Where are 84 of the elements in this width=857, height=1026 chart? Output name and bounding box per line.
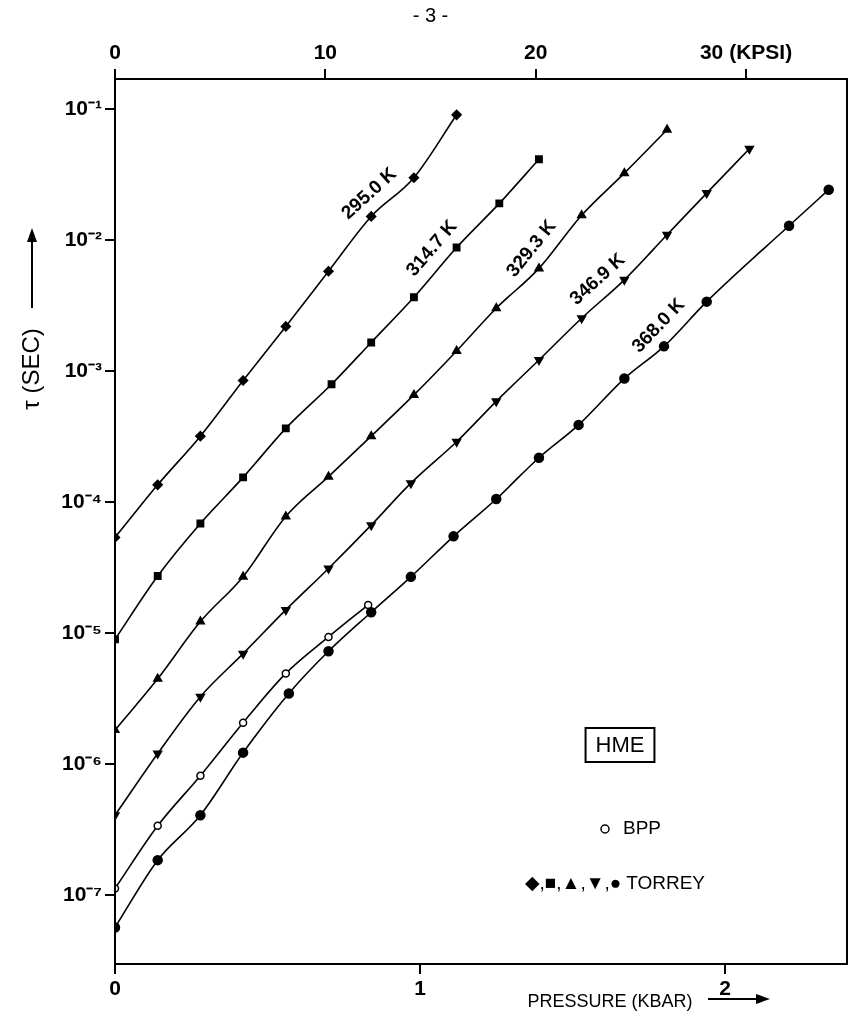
- point: [823, 184, 834, 195]
- point: [577, 210, 587, 219]
- point: [533, 452, 545, 463]
- point: [195, 809, 206, 821]
- point: [239, 473, 248, 482]
- y-tick-label: 10⁻⁴: [61, 489, 102, 513]
- point: [238, 571, 248, 580]
- point: [702, 190, 712, 199]
- point: [281, 424, 290, 433]
- point: [577, 315, 587, 324]
- x2-tick-label: 10: [313, 40, 338, 64]
- x2-tick-label: 30 (KPSI): [699, 40, 793, 64]
- x-tick-label: 2: [719, 976, 731, 1000]
- point: [280, 321, 292, 332]
- point: [152, 479, 163, 491]
- y-tick-label: 10⁻⁵: [61, 620, 102, 644]
- point: [323, 565, 334, 574]
- point: [406, 480, 416, 489]
- point: [152, 854, 163, 866]
- point: [451, 109, 462, 121]
- point: [662, 124, 672, 133]
- y-tick-label: 10⁻⁷: [62, 882, 102, 906]
- point: [534, 356, 544, 366]
- point: [448, 531, 459, 542]
- point: [195, 430, 206, 442]
- point: [153, 750, 163, 759]
- point: [238, 650, 248, 659]
- x2-tick-label: 20: [524, 40, 548, 64]
- y-tick-label: 10⁻¹: [64, 96, 102, 119]
- point: [153, 673, 163, 682]
- point: [237, 375, 249, 386]
- point: [662, 231, 672, 241]
- point: [491, 493, 502, 505]
- x-tick-label: 0: [109, 976, 121, 1000]
- point: [153, 821, 162, 831]
- point: [619, 167, 629, 177]
- point: [452, 243, 461, 252]
- point: [535, 155, 543, 164]
- point: [451, 345, 462, 354]
- point: [324, 632, 333, 642]
- point: [619, 276, 629, 286]
- point: [701, 296, 712, 307]
- x-tick-label: 1: [414, 976, 427, 1000]
- y-tick-label: 10⁻³: [64, 358, 102, 382]
- point: [573, 419, 584, 431]
- annotation: HME: [595, 732, 645, 758]
- point: [196, 519, 205, 528]
- point: [283, 688, 295, 699]
- point: [323, 646, 334, 657]
- text: - 3 -: [412, 3, 449, 26]
- point: [323, 266, 334, 277]
- point: [327, 380, 336, 389]
- point: [783, 220, 795, 231]
- y-axis-title: τ (SEC): [16, 328, 44, 410]
- point: [281, 606, 291, 616]
- point: [237, 747, 249, 758]
- point: [744, 145, 755, 155]
- point: [619, 373, 630, 384]
- x-axis-title: PRESSURE (KBAR): [527, 990, 693, 1011]
- point: [323, 471, 334, 480]
- point: [195, 693, 206, 702]
- point: [405, 571, 417, 583]
- point: [491, 302, 501, 312]
- point: [153, 572, 162, 580]
- legend-label: BPP: [623, 817, 662, 839]
- y-tick-label: 10⁻⁶: [61, 751, 102, 775]
- point: [365, 606, 377, 618]
- point: [367, 338, 376, 347]
- point: [495, 199, 504, 208]
- point: [281, 669, 291, 678]
- point: [409, 293, 418, 302]
- point: [408, 172, 420, 183]
- point: [451, 438, 462, 447]
- point: [366, 522, 376, 531]
- point: [281, 511, 291, 520]
- x2-tick-label: 0: [109, 40, 121, 64]
- point: [195, 616, 206, 625]
- y-tick-label: 10⁻²: [64, 227, 102, 251]
- annotation: ◆,■,▲,▼,● TORREY: [524, 872, 706, 894]
- point: [238, 718, 248, 727]
- point: [366, 430, 376, 440]
- point: [491, 398, 501, 407]
- point: [196, 771, 205, 780]
- point: [409, 389, 419, 398]
